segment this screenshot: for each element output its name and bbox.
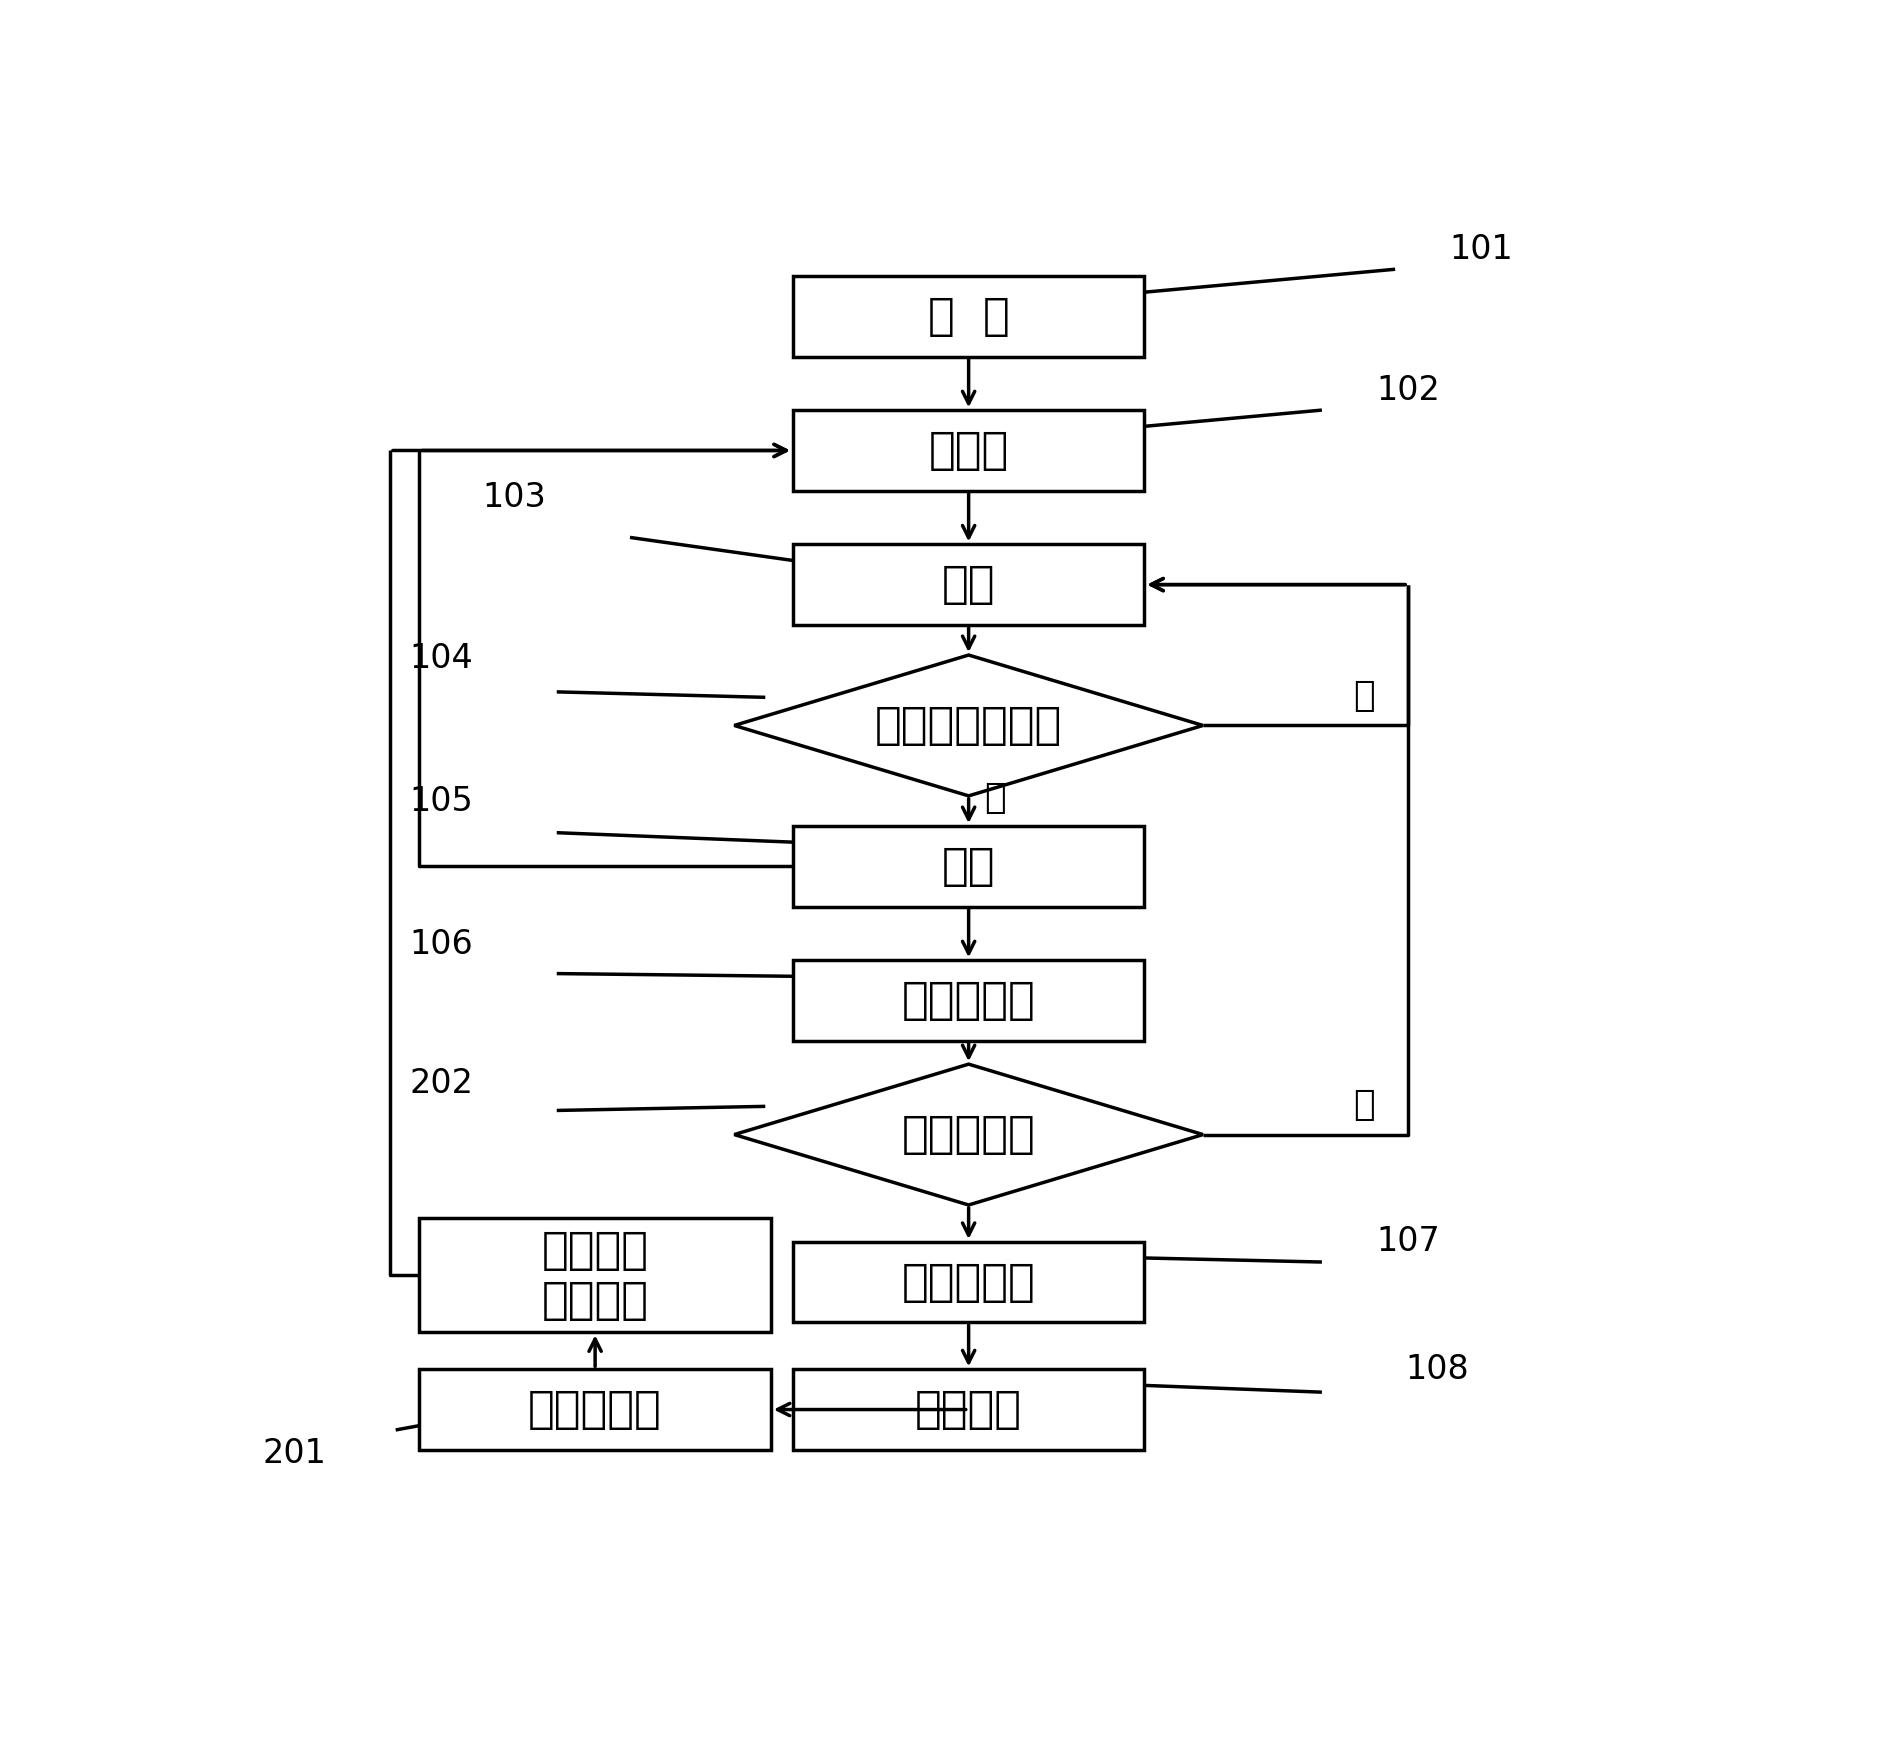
Text: 是: 是 <box>1353 679 1373 712</box>
Text: 103: 103 <box>482 481 546 514</box>
Bar <box>793 826 1143 906</box>
Bar <box>419 1369 771 1449</box>
Polygon shape <box>733 655 1201 796</box>
Text: 停转、计时: 停转、计时 <box>901 979 1035 1023</box>
Text: 107: 107 <box>1375 1225 1439 1258</box>
Bar <box>793 277 1143 357</box>
Text: 工作定时到: 工作定时到 <box>901 1261 1035 1303</box>
Text: 202: 202 <box>410 1068 472 1101</box>
Bar <box>793 1369 1143 1449</box>
Text: 是: 是 <box>1353 1089 1373 1122</box>
Text: 否: 否 <box>984 780 1005 815</box>
Text: 106: 106 <box>410 927 472 960</box>
Polygon shape <box>733 1064 1201 1205</box>
Text: 光强是否增大？: 光强是否增大？ <box>875 704 1062 747</box>
Text: 回位: 回位 <box>941 845 996 888</box>
Text: 104: 104 <box>410 641 472 674</box>
Text: 休息定时到: 休息定时到 <box>527 1388 661 1430</box>
Text: 转动: 转动 <box>941 563 996 606</box>
Text: 光强变化？: 光强变化？ <box>901 1113 1035 1157</box>
Text: 开  始: 开 始 <box>927 294 1009 338</box>
Bar <box>793 1242 1143 1322</box>
Text: 108: 108 <box>1405 1354 1468 1387</box>
Text: 初始化: 初始化 <box>927 429 1009 472</box>
Bar <box>793 960 1143 1040</box>
Bar <box>793 544 1143 625</box>
Bar <box>419 1218 771 1333</box>
Text: 102: 102 <box>1375 373 1439 406</box>
Text: 105: 105 <box>410 786 472 819</box>
Bar <box>793 411 1143 491</box>
Text: 101: 101 <box>1449 233 1513 267</box>
Text: 停止转动: 停止转动 <box>914 1388 1022 1430</box>
Text: 电机返回
初始位置: 电机返回 初始位置 <box>542 1230 648 1322</box>
Text: 201: 201 <box>263 1437 327 1470</box>
